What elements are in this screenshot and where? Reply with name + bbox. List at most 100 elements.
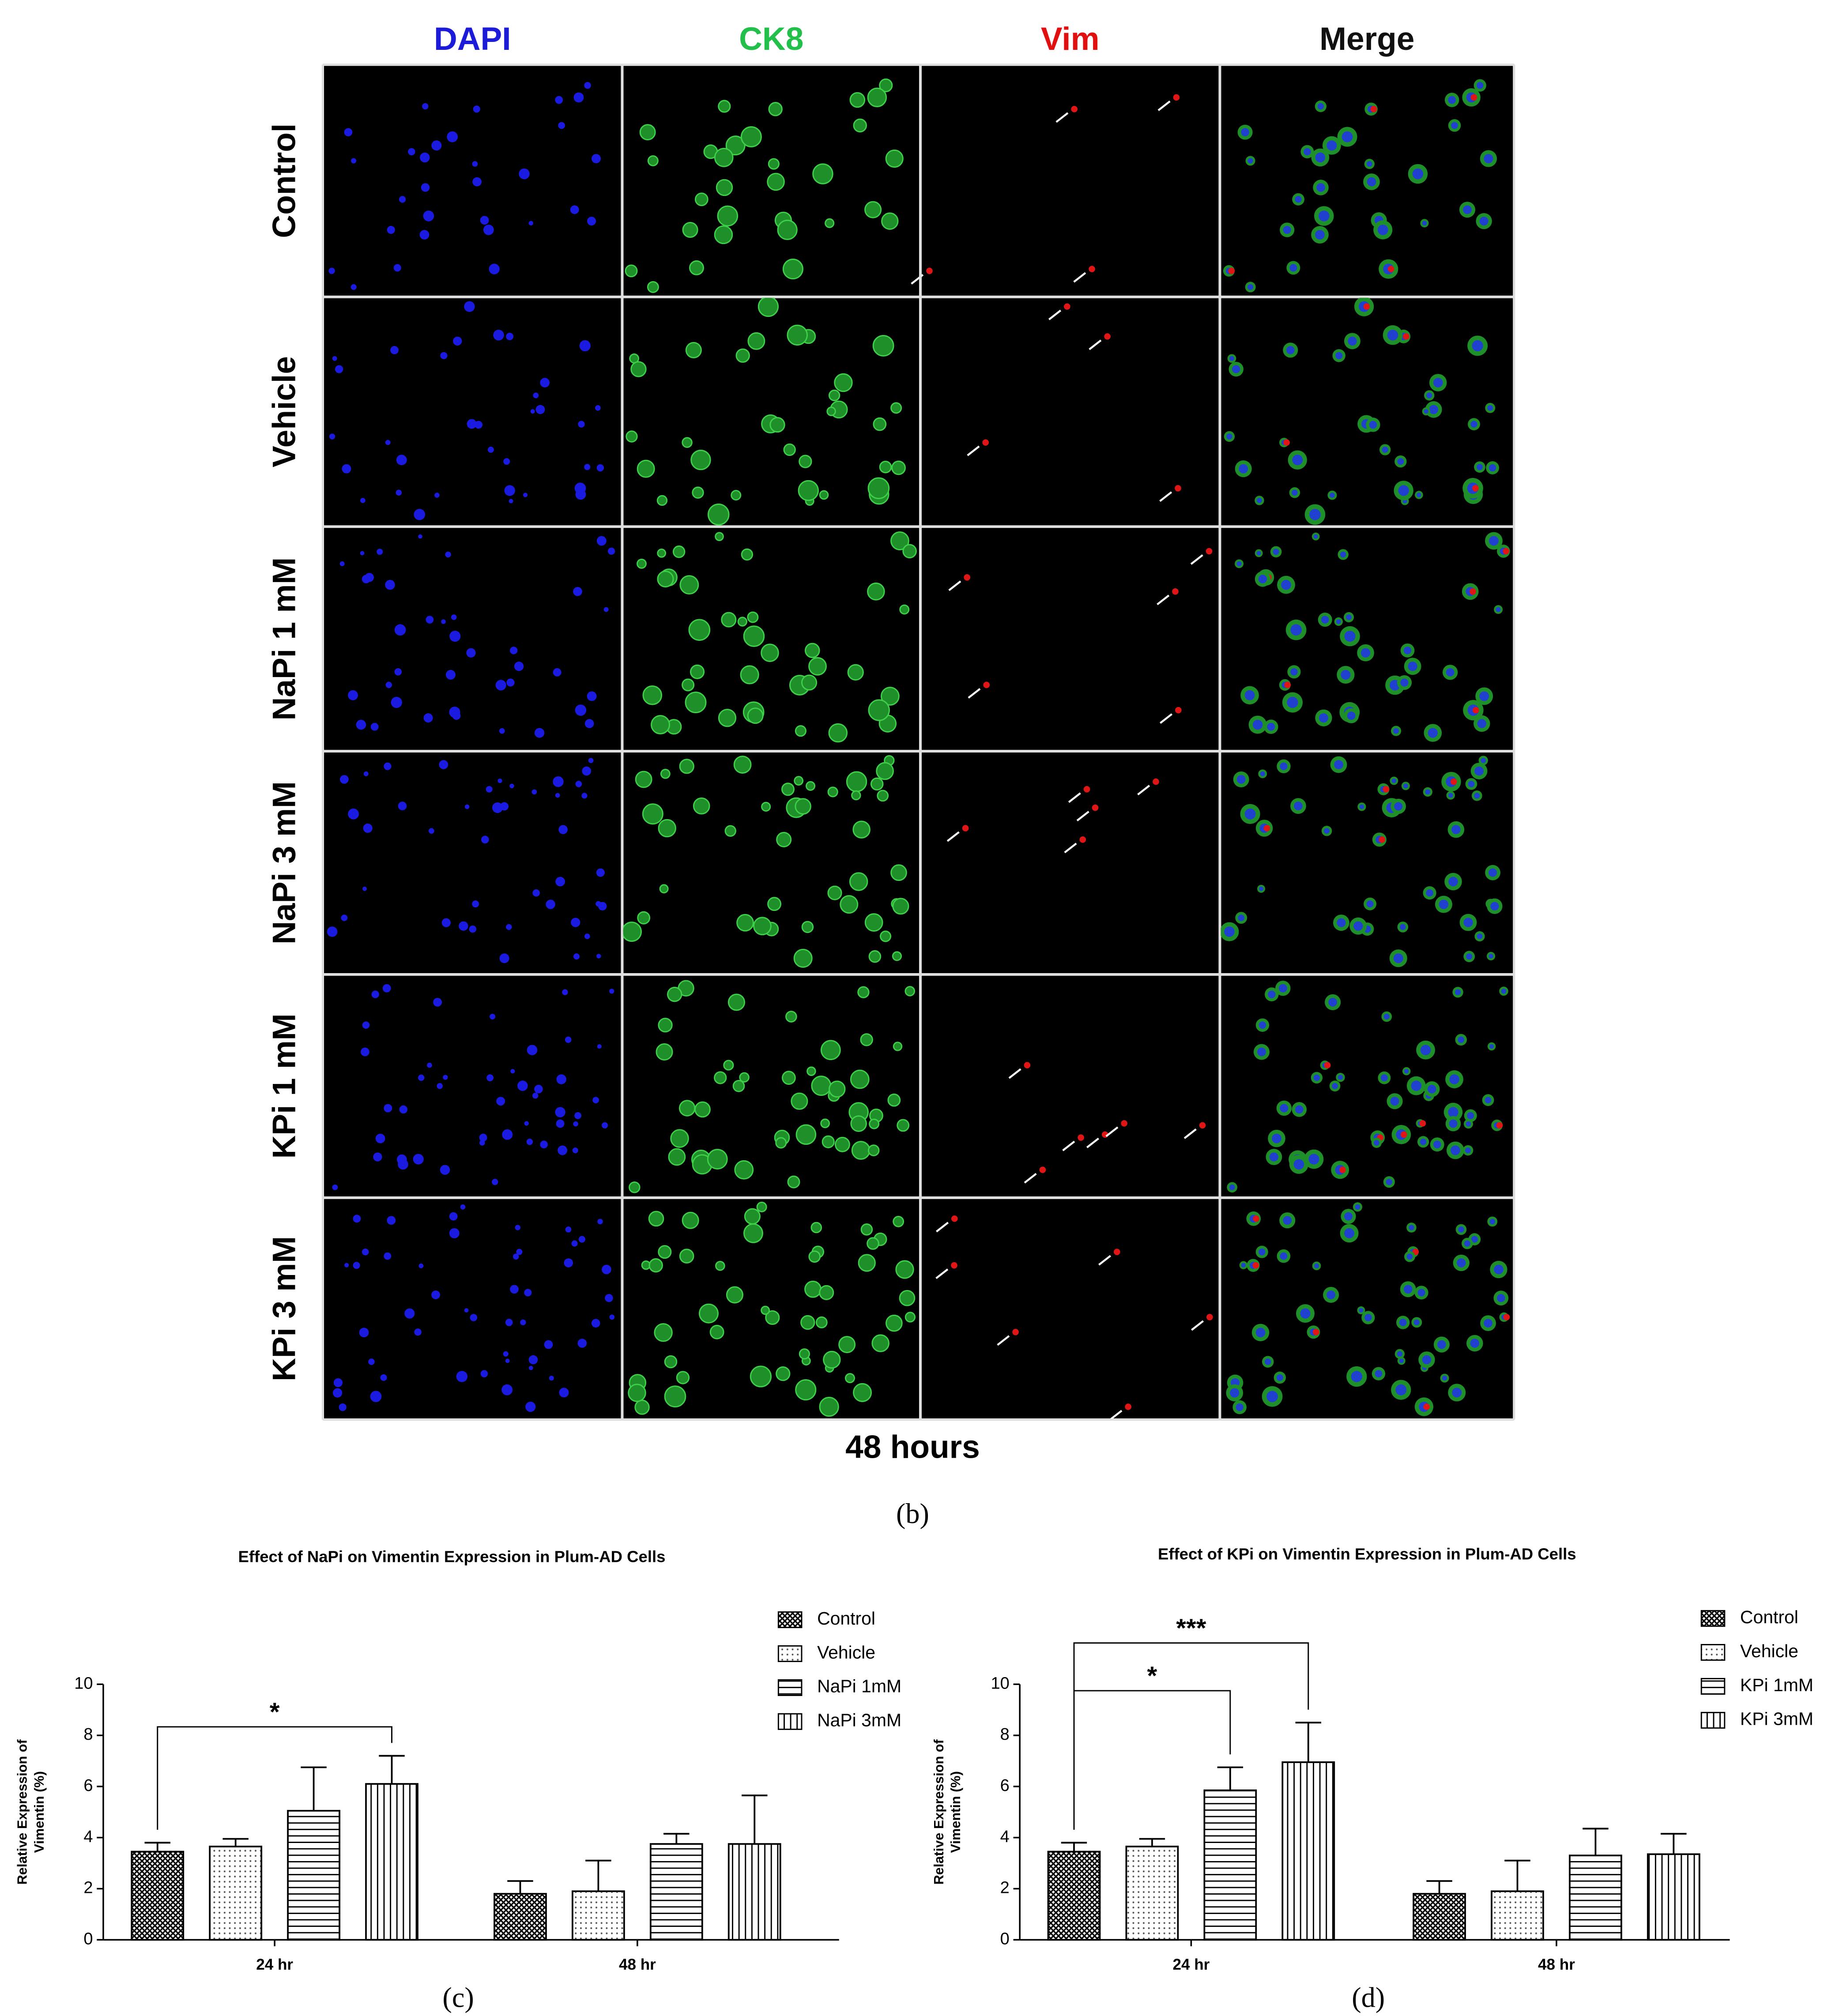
nucleus — [1344, 1212, 1353, 1221]
nucleus — [573, 587, 582, 596]
cell — [801, 921, 814, 933]
nucleus — [1417, 1289, 1425, 1297]
nucleus — [464, 1308, 469, 1313]
nucleus — [1424, 409, 1428, 414]
cell — [873, 417, 887, 431]
nucleus — [1290, 624, 1302, 636]
cell — [829, 1080, 846, 1098]
arrow — [1137, 785, 1150, 796]
cell — [769, 417, 785, 433]
cell — [642, 803, 663, 825]
cell — [658, 819, 676, 838]
arrow — [1183, 1128, 1197, 1139]
nucleus — [578, 421, 585, 428]
nucleus — [1471, 1236, 1478, 1243]
nucleus — [1244, 808, 1256, 820]
cell — [739, 1072, 750, 1083]
nucleus — [1286, 346, 1295, 354]
nucleus — [520, 1319, 526, 1325]
nucleus — [588, 758, 594, 764]
arrow — [1064, 843, 1077, 854]
nucleus — [558, 825, 568, 835]
arrow — [1190, 554, 1203, 565]
cell — [794, 776, 804, 786]
cell — [740, 126, 762, 147]
nucleus — [341, 914, 348, 921]
cell — [727, 993, 745, 1011]
cell — [867, 477, 890, 500]
arrow — [935, 1268, 949, 1279]
nucleus — [1476, 82, 1484, 89]
nucleus — [1390, 1097, 1399, 1106]
cell — [718, 100, 731, 113]
micrograph — [921, 528, 1219, 750]
nucleus — [1241, 128, 1249, 136]
nucleus — [394, 624, 406, 636]
nucleus — [1448, 876, 1458, 887]
nucleus — [596, 536, 607, 546]
nucleus — [544, 1340, 553, 1349]
nucleus — [428, 828, 434, 834]
y-tick-label: 2 — [83, 1879, 93, 1897]
cell — [731, 490, 742, 501]
cell — [798, 480, 819, 501]
cell — [850, 1115, 867, 1132]
significance-bracket — [157, 1726, 392, 1830]
cell — [787, 1175, 800, 1189]
nucleus — [502, 1129, 513, 1140]
legend-label: NaPi 1mM — [817, 1676, 901, 1696]
vim-cell — [1403, 333, 1409, 340]
nucleus — [1437, 1340, 1446, 1349]
nucleus — [1374, 1140, 1379, 1146]
nucleus — [1247, 284, 1254, 290]
cell — [791, 1092, 808, 1110]
nucleus — [1351, 1371, 1363, 1382]
cell — [795, 725, 806, 737]
nucleus — [577, 1339, 587, 1348]
nucleus — [534, 1084, 543, 1094]
nucleus — [1229, 1184, 1235, 1190]
nucleus — [1330, 493, 1335, 498]
nucleus — [452, 711, 461, 720]
cell — [904, 986, 915, 997]
nucleus — [339, 561, 345, 566]
nucleus — [1281, 579, 1291, 590]
nucleus — [597, 1044, 602, 1049]
column-header: Vim — [1041, 21, 1100, 57]
nucleus — [339, 775, 349, 784]
vim-cell — [1379, 836, 1385, 843]
nucleus — [1367, 177, 1376, 187]
nucleus — [328, 267, 335, 274]
arrow — [948, 580, 961, 591]
nucleus — [390, 346, 399, 354]
row-label: NaPi 1 mM — [267, 557, 302, 721]
nucleus — [449, 631, 461, 642]
nucleus — [1496, 607, 1501, 612]
nucleus — [481, 835, 489, 844]
nucleus — [584, 464, 591, 470]
nucleus — [564, 1258, 573, 1268]
nucleus — [356, 719, 366, 730]
nucleus — [595, 405, 601, 411]
nucleus — [499, 953, 509, 963]
cell — [897, 1119, 910, 1132]
legend-label: Control — [1740, 1607, 1798, 1627]
nucleus — [399, 1105, 408, 1114]
cell — [642, 685, 663, 705]
nucleus — [335, 365, 343, 373]
nucleus — [486, 786, 493, 793]
nucleus — [1448, 793, 1453, 798]
vim-cell — [1104, 333, 1111, 340]
micrograph — [324, 528, 621, 750]
cell — [679, 1249, 694, 1264]
nucleus — [398, 1159, 408, 1170]
vim-cell — [1125, 1403, 1132, 1410]
nucleus — [528, 221, 534, 226]
nucleus — [1417, 493, 1421, 497]
cell — [732, 1079, 745, 1092]
nucleus — [1489, 1219, 1496, 1225]
nucleus — [1383, 1014, 1390, 1020]
nucleus — [528, 1365, 533, 1370]
nucleus — [1403, 647, 1412, 654]
nucleus — [562, 989, 568, 995]
